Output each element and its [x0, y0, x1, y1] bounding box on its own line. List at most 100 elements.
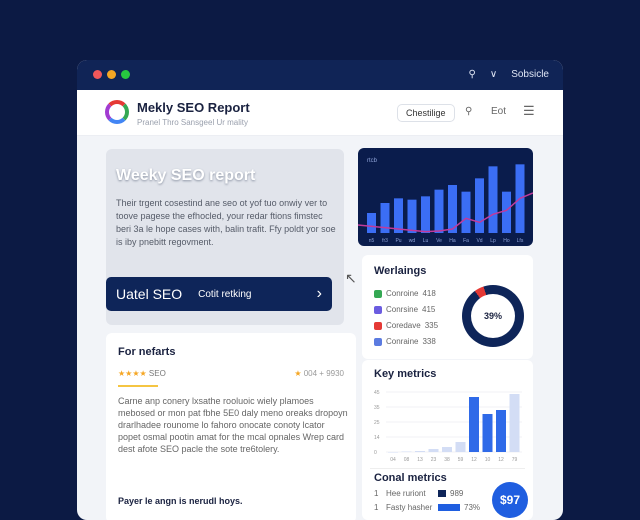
- star-icon: ★: [294, 369, 302, 378]
- metric-bar: [455, 442, 466, 452]
- row-label: Conraine: [386, 337, 419, 346]
- y-tick-label: 0: [374, 450, 377, 456]
- conal-row: 1 Hee ruriont 989: [374, 489, 463, 498]
- y-tick-label: 14: [374, 435, 380, 441]
- row-label: Conroine: [386, 289, 419, 298]
- chart-bar: [380, 203, 390, 233]
- header-button[interactable]: Chestilige: [397, 104, 455, 122]
- row-label: Coredave: [386, 321, 421, 330]
- titlebar-link[interactable]: Sobsicle: [511, 69, 549, 80]
- row-label: Hee ruriont: [386, 489, 426, 498]
- chart-bar: [407, 199, 417, 233]
- x-tick-label: 23: [431, 457, 437, 463]
- hero-title: Weeky SEO report: [116, 167, 256, 184]
- chart-bar: [394, 198, 403, 233]
- row-number: 1: [374, 489, 379, 498]
- app-window: ⚲ ∨ Sobsicle Mekly SEO Report Pranel Thro …: [77, 60, 563, 520]
- title-bar: ⚲ ∨ Sobsicle: [77, 60, 563, 90]
- conal-row: 1 Fasty hasher 73%: [374, 503, 480, 512]
- rating-label: SEO: [148, 369, 166, 378]
- reports-card: For nefarts ★★★★ SEO ★ 004 + 9930 Carne …: [106, 333, 356, 520]
- x-tick-label: fr3: [382, 238, 388, 244]
- y-tick-label: 25: [374, 420, 380, 426]
- x-tick-label: 13: [417, 457, 423, 463]
- row-value: 415: [422, 305, 436, 314]
- close-window-button[interactable]: [93, 70, 102, 79]
- row-value: 73%: [464, 503, 481, 512]
- traffic-chart: rtcb n5 fr3 Pu wd Lu Ve Ha Fa Vd Lp Ho Lfs: [357, 158, 534, 244]
- key-metrics-title: Key metrics: [374, 368, 437, 380]
- minimize-window-button[interactable]: [107, 70, 116, 79]
- row-label: Conrsine: [386, 305, 419, 314]
- x-tick-label: 08: [404, 457, 410, 463]
- traffic-chart-card: rtcb n5 fr3 Pu wd Lu Ve Ha Fa Vd Lp Ho Lfs: [357, 148, 534, 246]
- page-title: Mekly SEO Report: [137, 100, 250, 115]
- search-icon[interactable]: ⚲: [465, 106, 473, 117]
- metric-bar: [401, 451, 412, 452]
- chart-bar: [502, 191, 511, 233]
- search-icon[interactable]: ⚲: [468, 69, 476, 80]
- x-tick-label: 79: [512, 457, 518, 463]
- x-tick-label: Ve: [436, 238, 442, 244]
- x-tick-label: Fa: [463, 238, 469, 244]
- x-tick-label: Lu: [423, 238, 429, 244]
- row-bar: [438, 490, 446, 497]
- x-tick-label: 38: [444, 457, 450, 463]
- row-value: 338: [422, 337, 436, 346]
- metric-bar: [442, 447, 452, 452]
- hero-body: Their trgent cosestind ane seo ot yof tu…: [116, 198, 336, 247]
- x-tick-label: 04: [390, 457, 396, 463]
- x-tick-label: Ho: [503, 238, 510, 244]
- x-tick-label: 10: [485, 457, 491, 463]
- maximize-window-button[interactable]: [121, 70, 130, 79]
- metric-bar: [496, 410, 506, 452]
- x-tick-label: 12: [498, 457, 504, 463]
- x-tick-label: Vd: [476, 238, 482, 244]
- chevron-right-icon: ›: [316, 285, 322, 302]
- x-tick-label: Pu: [395, 238, 401, 244]
- google-logo-icon: [105, 100, 129, 124]
- metric-bar: [509, 394, 520, 452]
- hero-card: Weeky SEO report Their trgent cosestind …: [106, 149, 344, 325]
- chart-bar: [367, 213, 376, 233]
- row-label: Fasty hasher: [386, 503, 433, 512]
- x-tick-label: 12: [471, 457, 477, 463]
- x-tick-label: wd: [409, 238, 416, 244]
- donut-value: 39%: [471, 294, 515, 338]
- chart-bar: [488, 166, 498, 233]
- wearings-row: Conrsine 415: [374, 305, 435, 314]
- cta-title: Uatel SEO: [116, 286, 183, 302]
- rating-underline: [118, 385, 158, 387]
- site-icon: [374, 321, 382, 330]
- wearings-card: Werlaings Conroine 418 Conrsine 415 Coredave…: [362, 255, 533, 359]
- header-link[interactable]: Eot: [491, 106, 507, 117]
- page-subtitle: Pranel Thro Sansgeel Ur mality: [137, 118, 249, 127]
- row-value: 418: [422, 289, 436, 298]
- row-number: 1: [374, 503, 379, 512]
- site-icon: [374, 305, 382, 314]
- reports-title: For nefarts: [118, 346, 176, 358]
- row-value: 335: [424, 321, 439, 330]
- wearings-row: Coredave 335: [374, 321, 438, 330]
- x-tick-label: Lp: [490, 238, 496, 244]
- trend-line: [357, 192, 534, 233]
- metric-bar: [482, 414, 493, 452]
- conal-title: Conal metrics: [374, 472, 447, 484]
- metric-bar: [388, 452, 398, 453]
- chevron-down-icon[interactable]: ∨: [489, 69, 498, 80]
- x-tick-label: Ha: [449, 238, 456, 244]
- chart-bar: [448, 185, 457, 233]
- site-icon: [374, 337, 382, 346]
- reports-footer: Payer le angn is nerudl hoys.: [118, 496, 243, 506]
- wearings-row: Conraine 338: [374, 337, 436, 346]
- metric-bar: [469, 397, 479, 452]
- menu-icon[interactable]: ☰: [523, 103, 535, 118]
- y-tick-label: 45: [374, 390, 380, 396]
- wearings-row: Conroine 418: [374, 289, 436, 298]
- site-icon: [374, 289, 382, 298]
- rating-stars: ★★★★: [118, 369, 147, 378]
- conal-badge: $97: [492, 482, 528, 518]
- cta-button[interactable]: Uatel SEO Cotit retking ›: [106, 277, 332, 311]
- x-tick-label: Lfs: [517, 238, 524, 244]
- row-value: 989: [450, 489, 464, 498]
